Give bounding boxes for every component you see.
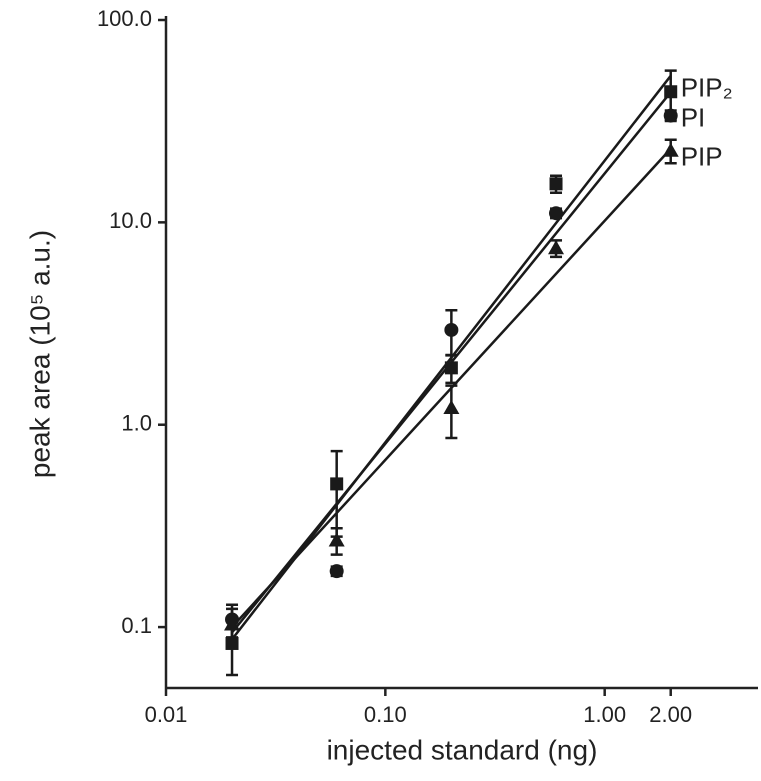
legend-label: PIP (681, 142, 723, 172)
legend-label: PI (681, 102, 706, 132)
data-point (663, 108, 678, 123)
error-bar (330, 449, 343, 538)
x-tick-label: 0.01 (145, 702, 188, 727)
y-tick-label: 1.0 (121, 411, 152, 436)
legend-label: PIP₂ (681, 73, 733, 103)
y-tick-label: 0.1 (121, 613, 152, 638)
y-tick-label: 10.0 (109, 208, 152, 233)
data-point (328, 532, 345, 547)
data-point (548, 240, 565, 255)
data-point (330, 477, 344, 491)
fit-line (231, 91, 672, 634)
data-point (549, 206, 564, 221)
y-axis-label: peak area (10⁵ a.u.) (24, 230, 55, 478)
y-tick-label: 100.0 (97, 6, 152, 31)
x-tick-label: 0.10 (364, 702, 407, 727)
data-point (224, 616, 241, 631)
x-axis-label: injected standard (ng) (327, 734, 598, 765)
data-point (443, 399, 460, 414)
data-point (662, 142, 679, 157)
data-point (329, 564, 344, 579)
data-point (549, 177, 563, 191)
x-tick-label: 1.00 (583, 702, 626, 727)
data-point (444, 322, 459, 337)
x-tick-label: 2.00 (649, 702, 692, 727)
